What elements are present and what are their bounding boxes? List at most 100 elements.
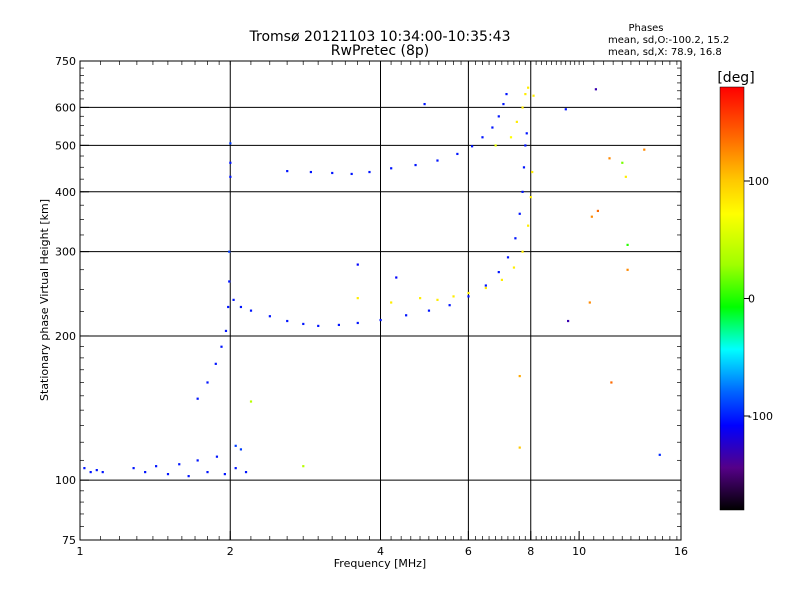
- y-tick-label: 100: [55, 474, 76, 487]
- data-point: [518, 446, 521, 449]
- data-point: [626, 268, 629, 271]
- data-point: [268, 315, 271, 318]
- data-point: [390, 167, 393, 170]
- data-point: [621, 161, 624, 164]
- data-point: [101, 470, 104, 474]
- data-point: [356, 263, 359, 266]
- data-point: [234, 467, 237, 470]
- data-point: [594, 88, 598, 91]
- data-point: [350, 172, 353, 176]
- data-point: [234, 444, 237, 447]
- data-point: [419, 297, 422, 300]
- data-point: [317, 324, 320, 328]
- data-point: [239, 448, 243, 451]
- data-point: [525, 132, 528, 135]
- data-point: [484, 284, 487, 287]
- data-point: [166, 473, 170, 476]
- y-tick-label: 500: [55, 139, 76, 152]
- data-point: [567, 319, 570, 323]
- data-point: [309, 170, 312, 174]
- data-point: [502, 102, 505, 106]
- data-point: [427, 309, 431, 312]
- stats-header: Phases: [628, 23, 663, 34]
- data-point: [331, 171, 334, 175]
- x-axis: 1 2 4 6 8 10 16: [77, 61, 688, 558]
- data-point: [405, 314, 408, 317]
- data-point: [228, 250, 231, 253]
- data-point: [532, 94, 535, 97]
- data-point: [524, 144, 527, 147]
- data-point: [509, 136, 513, 139]
- y-tick-label: 300: [55, 246, 76, 259]
- data-point: [206, 381, 209, 384]
- data-point: [390, 301, 393, 304]
- data-point: [302, 322, 305, 326]
- x-tick-label: 4: [377, 545, 384, 558]
- data-point: [514, 237, 517, 240]
- data-point: [521, 250, 524, 253]
- data-point: [515, 120, 518, 123]
- data-point: [436, 159, 439, 162]
- data-point: [356, 297, 359, 300]
- data-point: [249, 309, 253, 312]
- x-tick-label: 10: [572, 545, 586, 558]
- data-point: [229, 161, 232, 164]
- data-point: [249, 400, 253, 403]
- data-point: [206, 470, 209, 474]
- data-point: [423, 102, 426, 106]
- y-tick-label: 400: [55, 186, 76, 199]
- data-point: [95, 469, 98, 472]
- data-point: [481, 136, 484, 139]
- x-axis-label: Frequency [MHz]: [334, 557, 426, 570]
- data-point: [522, 166, 526, 169]
- colorbar: [719, 86, 745, 511]
- data-point: [506, 256, 510, 259]
- data-point: [512, 266, 516, 269]
- data-point: [467, 295, 470, 298]
- x-tick-label: 1: [77, 545, 84, 558]
- data-point: [436, 298, 439, 301]
- data-point: [491, 126, 494, 129]
- y-axis-label: Stationary phase Virtual Height [km]: [38, 199, 51, 401]
- stats-line-o: mean, sd,O:-100.2, 15.2: [608, 35, 729, 46]
- data-point: [155, 465, 158, 468]
- chart-subtitle: RwPretec (8p): [331, 43, 429, 59]
- data-point: [220, 345, 223, 348]
- colorbar-label: [deg]: [717, 70, 754, 86]
- data-point: [467, 291, 470, 295]
- data-point: [239, 305, 243, 309]
- y-tick-label: 75: [62, 534, 76, 547]
- data-point: [229, 175, 232, 178]
- data-point: [229, 142, 232, 145]
- data-point: [244, 470, 248, 474]
- data-point: [196, 459, 199, 462]
- data-point: [286, 169, 289, 173]
- colorbar-ticks: 100 0 -100: [744, 175, 773, 423]
- data-point: [368, 170, 371, 174]
- data-point: [518, 374, 521, 378]
- data-point: [132, 467, 135, 470]
- x-tick-label: 2: [227, 545, 234, 558]
- data-point: [83, 467, 86, 470]
- data-point: [379, 318, 382, 322]
- data-point: [196, 397, 199, 400]
- data-point: [529, 196, 532, 199]
- data-point: [658, 453, 661, 456]
- data-point: [608, 157, 611, 160]
- data-point: [596, 209, 599, 213]
- data-point: [527, 224, 530, 227]
- data-point: [505, 92, 508, 96]
- data-point: [494, 144, 497, 147]
- data-point: [521, 190, 524, 193]
- data-point: [302, 465, 305, 468]
- data-point: [214, 362, 217, 365]
- data-point: [590, 215, 593, 218]
- data-point: [484, 286, 487, 290]
- stats-line-x: mean, sd,X: 78.9, 16.8: [608, 47, 722, 58]
- x-tick-label: 16: [674, 545, 688, 558]
- data-point: [524, 92, 527, 96]
- data-point: [89, 470, 92, 474]
- data-point: [337, 323, 341, 327]
- chart-title: Tromsø 20121103 10:34:00-10:35:43: [249, 29, 511, 45]
